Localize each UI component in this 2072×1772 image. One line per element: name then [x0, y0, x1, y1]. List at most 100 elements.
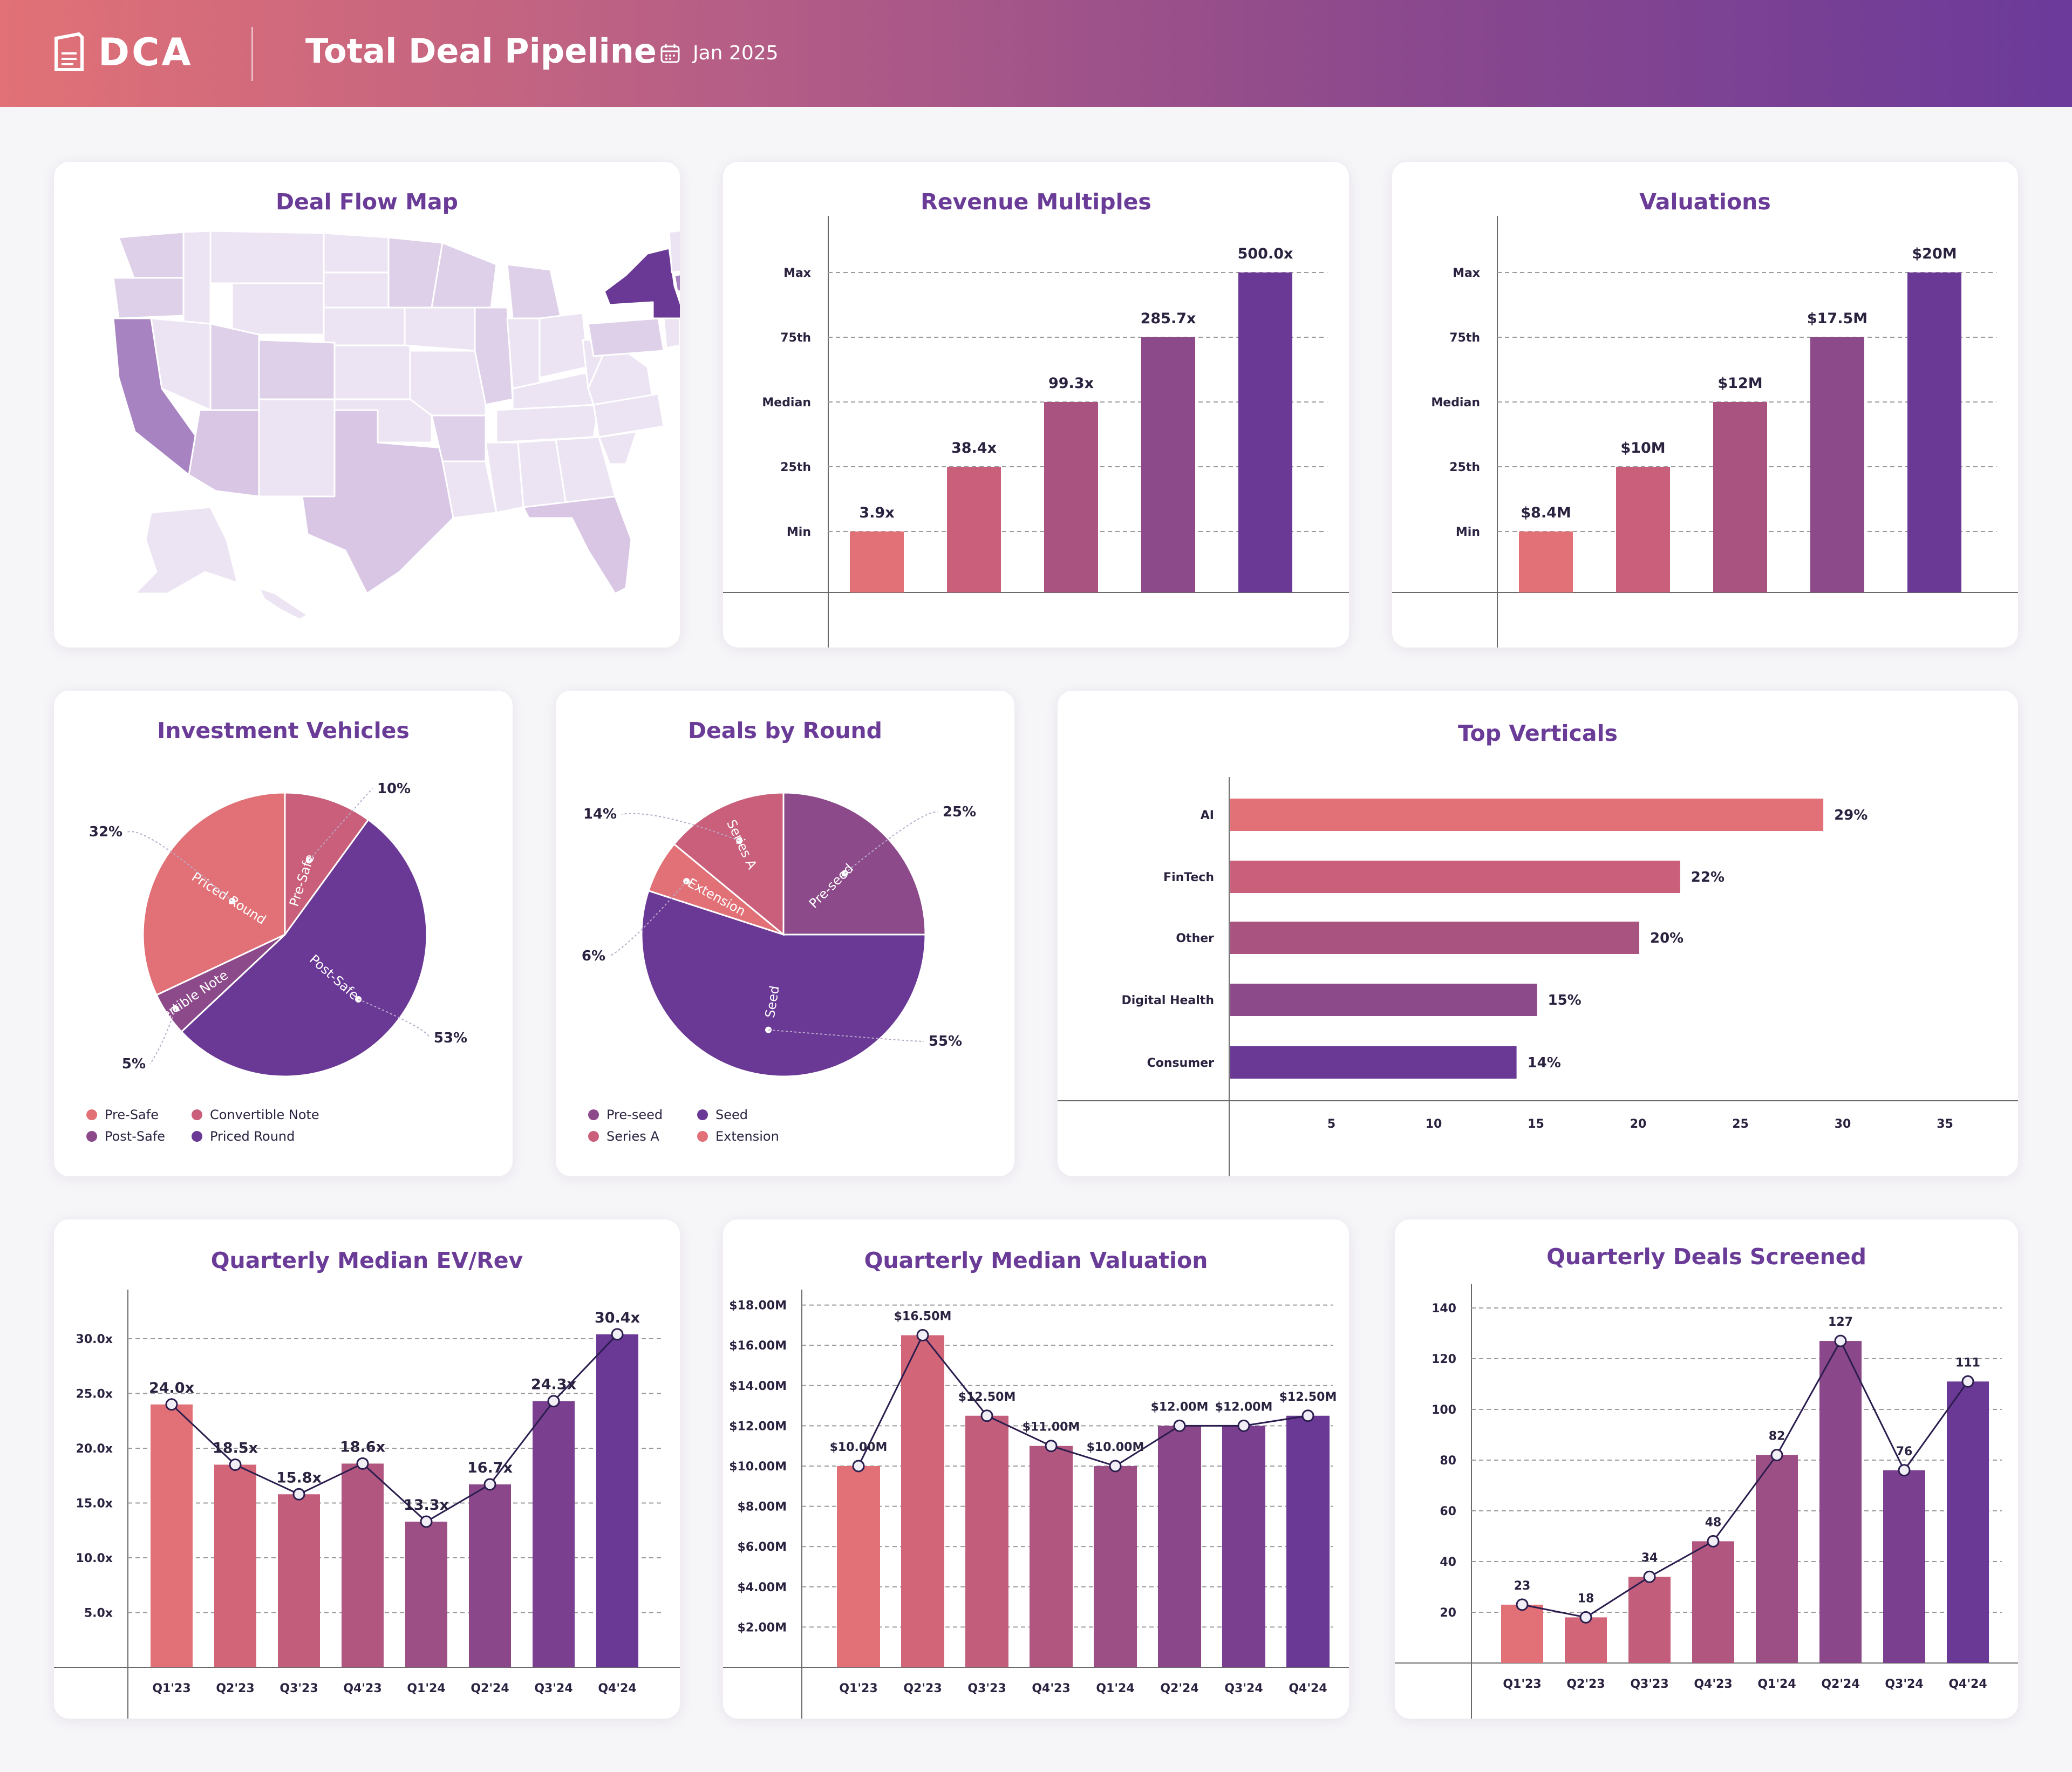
bar: [1286, 1415, 1330, 1667]
trend-point: [1707, 1535, 1720, 1548]
map-state-nj: [663, 317, 680, 349]
pie-slice: [180, 819, 428, 1078]
data-label: 24.3x: [531, 1376, 576, 1393]
bar: [1907, 272, 1961, 592]
y-tick-label: Max: [783, 267, 811, 280]
date-label: Jan 2025: [693, 42, 779, 64]
y-tick-label: $16.00M: [729, 1339, 787, 1353]
pie-percent-label: 5%: [122, 1056, 146, 1072]
y-tick-label: Max: [1453, 267, 1480, 280]
legend-item[interactable]: Pre-Safe: [86, 1107, 159, 1122]
x-tick-label: 25: [1732, 1117, 1749, 1131]
ev-rev-chart: 5.0x 10.0x 15.0x 20.0x 25.0x 30.0x Q1'23 Q2'23 Q…: [54, 1290, 680, 1719]
data-label: 500.0x: [1238, 246, 1293, 262]
data-label: 18.6x: [340, 1439, 385, 1455]
legend-label: Series A: [606, 1129, 659, 1144]
map-state-ny: [603, 247, 680, 319]
pie-percent-label: 14%: [583, 806, 617, 822]
trend-point: [852, 1460, 865, 1473]
bar: [1628, 1577, 1671, 1663]
x-tick-label: 30: [1835, 1117, 1851, 1131]
data-label: $17.5M: [1807, 310, 1867, 327]
bar: [1519, 531, 1573, 592]
data-label: $12.00M: [1151, 1400, 1209, 1414]
legend-item[interactable]: Convertible Note: [192, 1107, 319, 1122]
logo[interactable]: DCA: [52, 30, 193, 74]
legend-item[interactable]: Priced Round: [192, 1129, 295, 1144]
pie-slice: [284, 792, 370, 937]
x-tick-label: Q2'24: [471, 1682, 509, 1695]
legend-item[interactable]: Extension: [697, 1129, 779, 1144]
x-tick-label: Q1'23: [152, 1682, 190, 1695]
ev-rev-title: Quarterly Median EV/Rev: [210, 1248, 523, 1273]
map-state-or: [112, 277, 185, 319]
map-state-mo: [409, 350, 487, 417]
bar: [1819, 1341, 1862, 1663]
legend-item[interactable]: Post-Safe: [86, 1129, 165, 1144]
trend-point: [483, 1478, 496, 1491]
x-tick-label: Q1'24: [407, 1682, 445, 1695]
data-label: $12.50M: [958, 1391, 1016, 1404]
bar: [1692, 1541, 1734, 1663]
data-label: $10.00M: [1087, 1441, 1144, 1454]
data-label: 16.7x: [467, 1460, 513, 1476]
bar: [1230, 799, 1824, 831]
header-bar: DCA Total Deal Pipeline Jan 2025: [0, 0, 2072, 107]
us-map: [112, 229, 680, 621]
legend-swatch: [588, 1109, 599, 1120]
data-label: 23: [1514, 1579, 1531, 1593]
bar: [1044, 402, 1098, 592]
bar: [1230, 1046, 1517, 1079]
y-tick-label: 30.0x: [76, 1333, 113, 1346]
valuations-card: Valuations Min 25th Median 75th Max $8.4M $10M…: [1392, 162, 2018, 648]
y-tick-label: $8.00M: [738, 1501, 787, 1514]
legend-swatch: [192, 1109, 202, 1120]
y-tick-label: $18.00M: [729, 1299, 787, 1313]
y-tick-label: Median: [762, 396, 811, 410]
legend-item[interactable]: Series A: [588, 1129, 659, 1144]
pie-percent-label: 6%: [582, 948, 605, 964]
pie-leader: [844, 811, 938, 874]
y-tick-label: 25.0x: [76, 1388, 113, 1401]
date-selector[interactable]: Jan 2025: [659, 42, 779, 64]
pie-percent-label: 55%: [929, 1033, 962, 1049]
map-state-il: [474, 306, 514, 406]
legend-label: Post-Safe: [105, 1129, 166, 1144]
x-tick-label: Q1'24: [1096, 1682, 1134, 1695]
x-tick-label: Q4'24: [1289, 1682, 1327, 1695]
data-label: $12M: [1717, 375, 1762, 392]
calendar-icon: [660, 44, 680, 63]
map-state-wy: [231, 282, 325, 336]
data-label: 20%: [1650, 930, 1684, 946]
pie-slice: [673, 792, 785, 937]
trend-point: [165, 1398, 178, 1411]
legend-item[interactable]: Pre-seed: [588, 1107, 663, 1122]
x-tick-label: Q2'23: [216, 1682, 254, 1695]
data-label: $11.00M: [1023, 1421, 1080, 1434]
data-label: 13.3x: [404, 1497, 449, 1514]
deals-screened-card: Quarterly Deals Screened 20 40 60 80 100 120 1…: [1395, 1219, 2018, 1719]
legend-swatch: [697, 1109, 708, 1120]
data-label: 18: [1578, 1592, 1594, 1605]
investment-vehicles-title: Investment Vehicles: [157, 718, 410, 744]
bar: [151, 1404, 193, 1667]
trend-line: [1522, 1339, 1969, 1618]
legend-swatch: [697, 1131, 708, 1142]
pie-slice: [782, 792, 926, 936]
data-label: 30.4x: [595, 1310, 640, 1326]
map-state-fl: [522, 495, 632, 595]
bar: [1094, 1466, 1137, 1667]
legend-item[interactable]: Seed: [697, 1107, 748, 1122]
bar: [850, 531, 904, 592]
legend-label: Pre-Safe: [105, 1107, 159, 1122]
median-valuation-title: Quarterly Median Valuation: [864, 1248, 1208, 1273]
map-state-tn: [495, 404, 600, 444]
data-label: 3.9x: [859, 505, 894, 521]
data-label: 15.8x: [276, 1469, 322, 1486]
y-tick-label: 100: [1432, 1403, 1456, 1417]
map-state-co: [258, 339, 336, 400]
bar: [901, 1335, 944, 1667]
data-label: 22%: [1691, 869, 1725, 885]
y-tick-label: 75th: [1449, 331, 1480, 345]
bar: [1756, 1455, 1798, 1663]
